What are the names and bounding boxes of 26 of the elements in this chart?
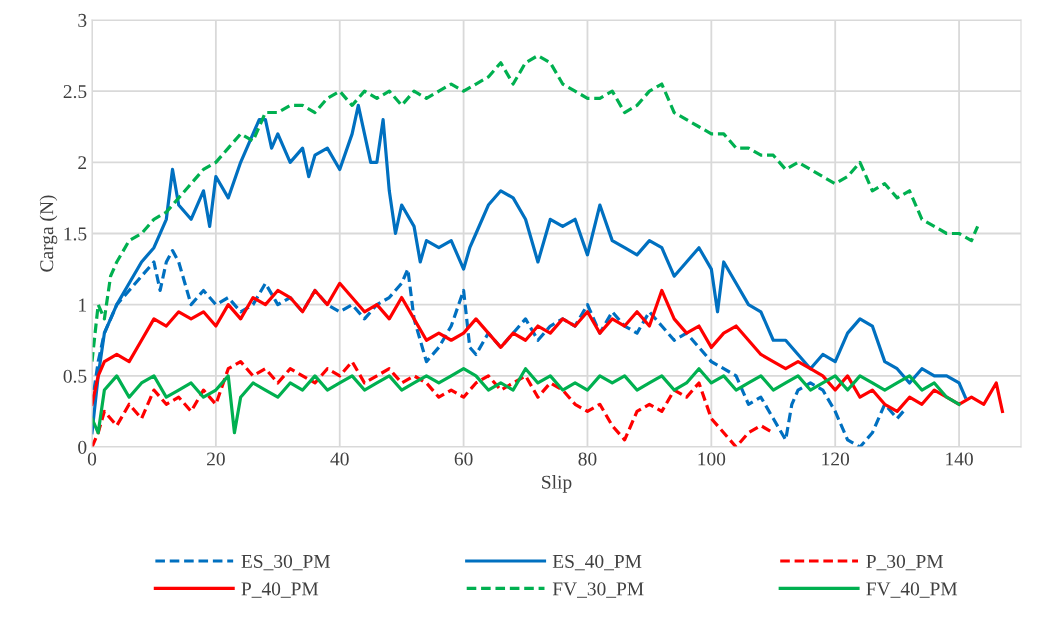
x-axis-title: Slip: [542, 475, 572, 493]
x-tick-label: 120: [822, 452, 850, 466]
line-series: [92, 281, 1005, 414]
y-tick-label: 1: [79, 298, 86, 312]
y-tick-label: 1.5: [64, 227, 87, 241]
legend-label: P_30_PM: [866, 554, 944, 571]
legend-label: P_40_PM: [241, 582, 319, 598]
x-tick-label: 0: [87, 452, 97, 466]
y-tick-label: 3: [78, 13, 87, 27]
y-tick-label: 0.5: [63, 369, 87, 383]
x-tick-label: 20: [207, 452, 225, 466]
x-tick-label: 80: [578, 452, 597, 466]
legend-label: ES_40_PM: [552, 554, 642, 571]
y-tick-label: 0: [78, 440, 87, 454]
legend-label: FV_30_PM: [552, 582, 644, 598]
legend-label: ES_30_PM: [241, 554, 331, 571]
line-series: [92, 53, 980, 364]
y-tick-label: 2.5: [63, 85, 87, 99]
legend-label: FV_40_PM: [866, 582, 958, 598]
x-tick-label: 140: [946, 452, 973, 466]
x-tick-label: 40: [330, 452, 349, 466]
y-tick-label: 2: [78, 156, 87, 170]
line-series: [92, 367, 961, 435]
x-tick-label: 60: [454, 452, 473, 466]
y-axis-title: Carga (N): [39, 195, 58, 272]
x-tick-label: 100: [698, 452, 726, 466]
